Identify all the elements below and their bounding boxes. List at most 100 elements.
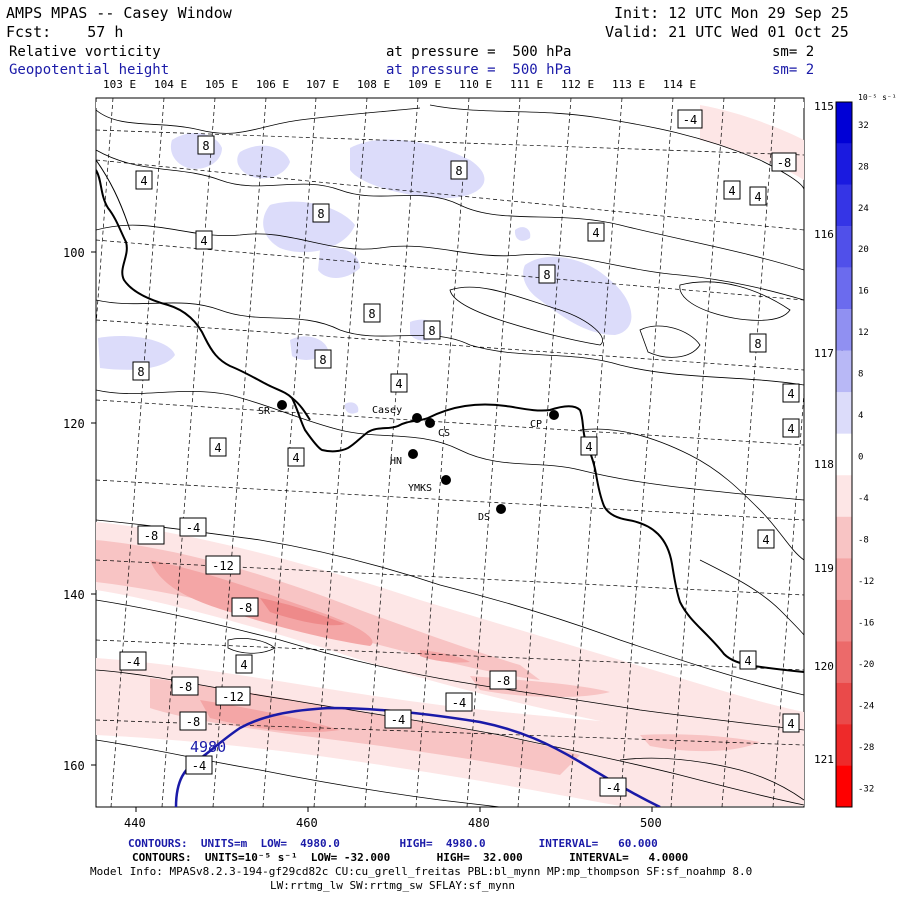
field1-smoothing: sm= 2 (772, 44, 815, 60)
colorbar-tick-label: 0 (858, 453, 863, 463)
svg-text:4: 4 (762, 533, 769, 547)
contour-label-box: -8 (137, 525, 165, 545)
svg-text:4: 4 (200, 234, 207, 248)
contour-label-box: 4 (723, 180, 741, 200)
colorbar (835, 101, 853, 808)
contour-label-box: 8 (749, 333, 767, 353)
colorbar-swatch (836, 309, 852, 351)
colorbar-tick-label: 4 (858, 411, 863, 421)
field2-smoothing: sm= 2 (772, 62, 815, 78)
svg-text:-4: -4 (683, 113, 697, 127)
contour-label-box: 4 (782, 383, 800, 403)
svg-text:4: 4 (585, 440, 592, 454)
contour-label-box: 8 (363, 303, 381, 323)
svg-text:-8: -8 (186, 715, 200, 729)
contour-label-box: -4 (677, 109, 703, 129)
contour-label-box: -4 (445, 692, 473, 712)
colorbar-swatch (836, 558, 852, 600)
contour-label-box: 4 (739, 650, 757, 670)
svg-text:-4: -4 (192, 759, 206, 773)
height-contour-info: CONTOURS: UNITS=m LOW= 4980.0 HIGH= 4980… (128, 837, 658, 850)
colorbar-swatch (836, 599, 852, 642)
colorbar-swatch (836, 392, 852, 434)
x-tick-label: 460 (296, 816, 318, 830)
svg-text:8: 8 (317, 207, 324, 221)
svg-text:4: 4 (787, 422, 794, 436)
vorticity-contour-info: CONTOURS: UNITS=10⁻⁵ s⁻¹ LOW= -32.000 HI… (132, 851, 689, 864)
station-label-hn: HN (390, 456, 402, 467)
y-tick-label: 120 (63, 417, 85, 431)
map-title: AMPS MPAS -- Casey Window (6, 4, 232, 22)
colorbar-tick-labels: 32 28 24 20 16 12 8 4 0 -4 -8 -12 -16 -20 -24 -28 -32 (858, 121, 874, 795)
colorbar-tick-label: 20 (858, 245, 869, 255)
svg-text:4: 4 (240, 658, 247, 672)
colorbar-swatch (836, 143, 852, 185)
lon-label: 105 E (205, 78, 239, 91)
contour-label-box: 8 (312, 203, 330, 223)
axis-tick-labels: 440 460 480 500 100 120 140 160 (63, 246, 662, 830)
station-marker-cs (425, 418, 435, 428)
svg-text:4: 4 (395, 377, 402, 391)
stations (277, 400, 559, 514)
colorbar-tick-label: -4 (858, 494, 869, 504)
svg-text:4: 4 (592, 226, 599, 240)
svg-text:4: 4 (292, 451, 299, 465)
x-tick-label: 440 (124, 816, 146, 830)
lon-label: 109 E (408, 78, 442, 91)
contour-label-box: 8 (450, 160, 468, 180)
lon-label: 108 E (357, 78, 391, 91)
height-contour-label: 4980 (190, 738, 226, 756)
station-label-cp: CP (530, 419, 542, 430)
svg-text:-4: -4 (606, 781, 620, 795)
svg-text:-8: -8 (144, 529, 158, 543)
x-tick-label: 480 (468, 816, 490, 830)
contour-label-box: 8 (423, 320, 441, 340)
svg-text:8: 8 (368, 307, 375, 321)
lon-label: 107 E (306, 78, 340, 91)
svg-text:8: 8 (543, 268, 550, 282)
colorbar-tick-label: 28 (858, 162, 869, 172)
x-tick-label: 500 (640, 816, 662, 830)
contour-label-box: -12 (215, 686, 251, 706)
colorbar-swatch (836, 765, 852, 807)
contour-label-box: 4 (757, 529, 775, 549)
negative-vorticity-shading (96, 102, 804, 806)
colorbar-tick-label: 8 (858, 370, 863, 380)
station-marker-casey (412, 413, 422, 423)
colorbar-swatch (836, 516, 852, 559)
contour-label-box: 4 (135, 170, 153, 190)
contour-labels: 8 8 8 8 8 8 8 8 8 4 4 4 4 4 4 4 4 4 4 4 … (119, 109, 800, 797)
svg-text:-12: -12 (212, 559, 234, 573)
contour-label-box: 8 (132, 361, 150, 381)
contour-label-box: 8 (538, 264, 556, 284)
lon-label: 110 E (459, 78, 493, 91)
colorbar-frame (835, 101, 853, 808)
station-label-casey: Casey (372, 405, 402, 416)
colorbar-tick-label: -28 (858, 743, 874, 753)
y-tick-label: 160 (63, 759, 85, 773)
svg-text:4: 4 (728, 184, 735, 198)
field2-level: at pressure = 500 hPa (386, 62, 572, 78)
contour-label-box: 4 (195, 230, 213, 250)
colorbar-swatch (836, 350, 852, 393)
colorbar-tick-label: -20 (858, 660, 874, 670)
lon-label: 114 E (663, 78, 697, 91)
forecast-hour: Fcst: 57 h (6, 23, 124, 41)
svg-text:-12: -12 (222, 690, 244, 704)
contour-label-box: -8 (179, 711, 207, 731)
lon-label: 104 E (154, 78, 188, 91)
model-info-line-2: LW:rrtmg_lw SW:rrtmg_sw SFLAY:sf_mynn (270, 879, 516, 892)
contour-label-box: -8 (771, 152, 797, 172)
svg-text:4: 4 (214, 441, 221, 455)
contour-label-box: 8 (314, 349, 332, 369)
svg-text:-4: -4 (186, 521, 200, 535)
vorticity-contours (96, 104, 804, 807)
ice-edge (96, 159, 131, 231)
station-marker-ds (496, 504, 506, 514)
contour-label-box: 4 (390, 373, 408, 393)
field1-level: at pressure = 500 hPa (386, 44, 572, 60)
colorbar-swatch (836, 433, 852, 476)
contour-label-box: 4 (235, 654, 253, 674)
contour-label-box: -4 (384, 709, 412, 729)
